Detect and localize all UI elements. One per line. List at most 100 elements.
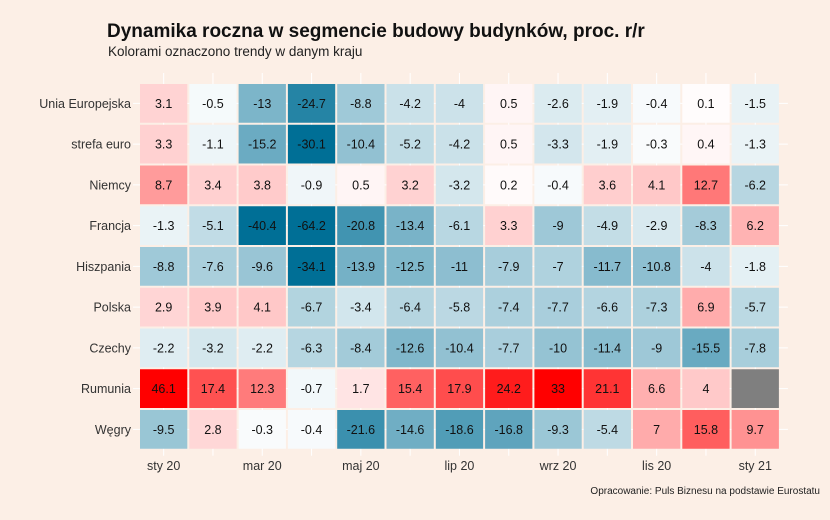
cell-value-label: -7.6: [202, 260, 224, 274]
cell-value-label: 17.9: [447, 382, 471, 396]
heatmap-cell: [238, 124, 286, 164]
cell-value-label: -18.6: [445, 423, 474, 437]
heatmap-cell: [386, 247, 434, 286]
cell-value-label: -8.8: [350, 97, 372, 111]
cell-value-label: -3.2: [202, 341, 224, 355]
cell-value-label: -24.7: [297, 97, 326, 111]
heatmap-cell: [731, 124, 779, 164]
x-axis-tick-label: maj 20: [342, 459, 380, 473]
cell-value-label: -16.8: [495, 423, 524, 437]
heatmap-cell: [189, 328, 237, 368]
heatmap-cell: [140, 328, 188, 368]
cell-value-label: -21.6: [347, 423, 376, 437]
heatmap-cell: [435, 328, 484, 368]
heatmap-cell: [682, 206, 730, 245]
heatmap-cell: [633, 84, 681, 123]
cell-value-label: 12.3: [250, 382, 274, 396]
y-axis-label: Niemcy: [89, 178, 131, 192]
x-axis-tick-label: mar 20: [243, 459, 282, 473]
cell-value-label: -0.7: [301, 382, 323, 396]
cell-value-label: 9.7: [747, 423, 764, 437]
heatmap-cell: [189, 84, 237, 123]
heatmap-cell: [189, 165, 237, 205]
cell-value-label: -6.6: [597, 301, 619, 315]
y-axis-label: Węgry: [95, 423, 132, 437]
cell-value-label: -0.4: [301, 423, 323, 437]
heatmap-cell: [287, 165, 336, 205]
cell-value-label: 0.1: [697, 97, 714, 111]
heatmap-cell: [435, 369, 484, 408]
cell-value-label: 0.2: [500, 178, 517, 192]
y-axis-label: Unia Europejska: [39, 97, 131, 111]
heatmap-cell: [140, 84, 188, 123]
heatmap-cell: [485, 369, 533, 408]
heatmap-cell: [731, 165, 779, 205]
cell-value-label: -4.2: [399, 97, 421, 111]
heatmap-cell: [337, 369, 385, 408]
heatmap-cell: [534, 328, 582, 368]
cell-value-label: -4.2: [449, 138, 471, 152]
cell-value-label: -9.5: [153, 423, 175, 437]
cell-value-label: -0.5: [202, 97, 224, 111]
cell-value-label: -1.3: [744, 138, 766, 152]
x-axis-tick-label: lip 20: [445, 459, 475, 473]
cell-value-label: -6.4: [399, 301, 421, 315]
x-axis-tick-label: sty 20: [147, 459, 180, 473]
y-axis-label: Hiszpania: [76, 260, 131, 274]
heatmap-cell: [583, 247, 631, 286]
cell-value-label: 21.1: [595, 382, 619, 396]
cell-value-label: -5.4: [597, 423, 619, 437]
cell-value-label: -11: [451, 260, 468, 274]
cell-value-label: -64.2: [297, 219, 326, 233]
heatmap-cell: [337, 84, 385, 123]
heatmap-cell: [682, 369, 730, 408]
y-axis-labels: Unia Europejska strefa euro Niemcy Francja H…: [39, 97, 131, 437]
cell-value-label: -5.8: [449, 301, 471, 315]
y-axis-label: Rumunia: [81, 382, 131, 396]
heatmap-cell: [238, 369, 286, 408]
heatmap-cell: [534, 247, 582, 286]
heatmap-cell: [386, 124, 434, 164]
cell-value-label: 15.8: [694, 423, 718, 437]
heatmap-cell: [337, 410, 385, 449]
heatmap-cell: [534, 124, 582, 164]
x-axis-tick-label: lis 20: [642, 459, 671, 473]
heatmap-cell: [435, 165, 484, 205]
heatmap-cell: [583, 369, 631, 408]
cell-value-label: -7.8: [744, 341, 766, 355]
heatmap-cell: [633, 165, 681, 205]
heatmap-cell: [287, 410, 336, 449]
cell-value-label: 0.5: [500, 138, 517, 152]
heatmap-cell: [633, 247, 681, 286]
heatmap-cell: [140, 247, 188, 286]
cell-value-label: -1.3: [153, 219, 175, 233]
heatmap-cell: [435, 410, 484, 449]
cell-value-label: -7.4: [498, 301, 520, 315]
cell-value-label: -4: [700, 260, 711, 274]
cell-value-label: -2.2: [153, 341, 175, 355]
heatmap-cell: [485, 124, 533, 164]
cell-value-label: -6.7: [301, 301, 323, 315]
cell-value-label: 46.1: [151, 382, 175, 396]
cell-value-label: -9: [552, 219, 563, 233]
cell-value-label: -8.3: [695, 219, 717, 233]
heatmap-cell: [337, 165, 385, 205]
x-axis-tick-label: sty 21: [739, 459, 772, 473]
heatmap-cell: [386, 287, 434, 327]
cell-value-label: 0.4: [697, 138, 714, 152]
cell-value-label: -1.9: [597, 138, 619, 152]
cell-value-label: 33: [551, 382, 565, 396]
cell-value-label: -10.4: [347, 138, 376, 152]
heatmap-cell: [485, 247, 533, 286]
heatmap-cell: [337, 287, 385, 327]
y-axis-label: Czechy: [89, 341, 131, 355]
heatmap-cell: [583, 84, 631, 123]
heatmap-cell: [583, 328, 631, 368]
cell-value-label: -1.9: [597, 97, 619, 111]
heatmap-cell: [534, 369, 582, 408]
heatmap-cell: [583, 206, 631, 245]
cell-value-label: -12.6: [396, 341, 425, 355]
heatmap-cell: [337, 124, 385, 164]
cell-value-label: 2.8: [204, 423, 221, 437]
heatmap-cell: [633, 328, 681, 368]
